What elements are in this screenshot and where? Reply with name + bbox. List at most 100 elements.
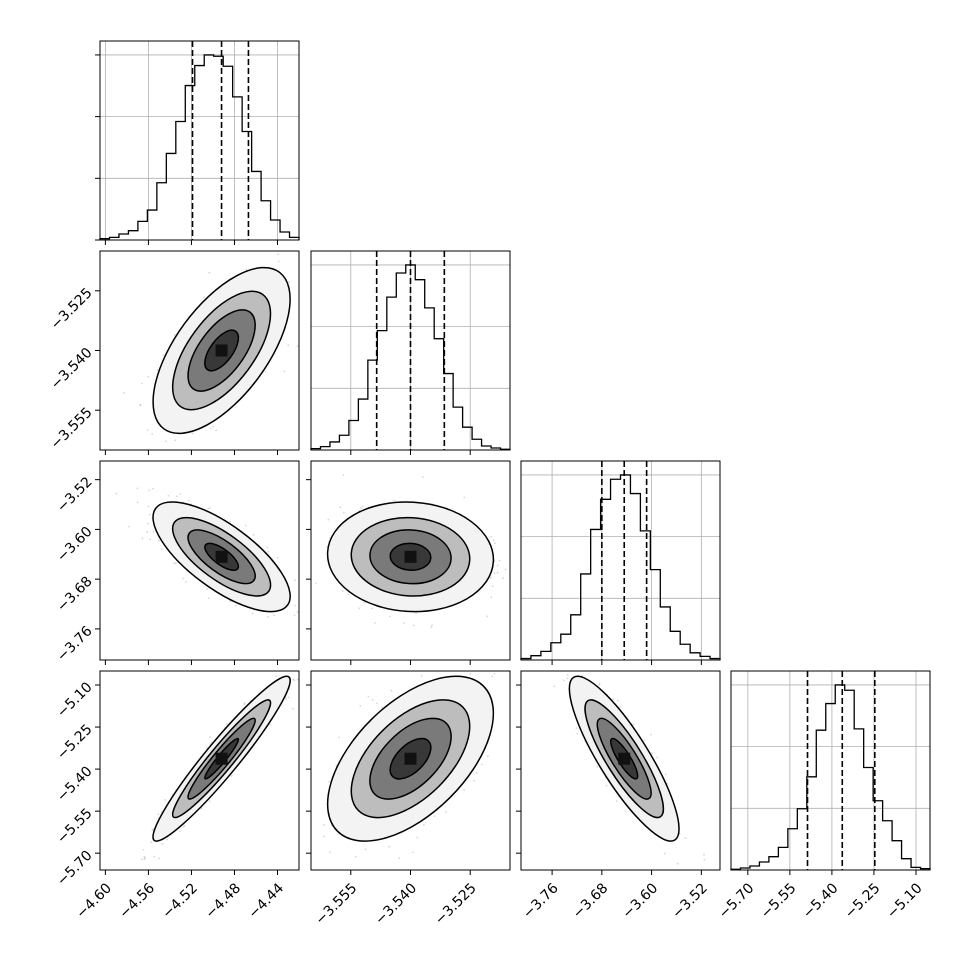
point — [494, 542, 496, 545]
point — [342, 474, 345, 476]
point — [150, 841, 153, 844]
point — [182, 825, 185, 828]
point — [151, 829, 154, 831]
point — [148, 513, 151, 516]
point — [144, 857, 146, 860]
point — [167, 494, 170, 497]
point — [490, 596, 493, 599]
point — [388, 845, 391, 848]
point — [229, 520, 231, 523]
point — [423, 823, 425, 826]
point — [166, 838, 168, 841]
point — [179, 493, 182, 495]
point — [277, 260, 280, 263]
point — [493, 572, 496, 575]
point — [388, 615, 391, 618]
point — [493, 672, 496, 675]
point — [188, 499, 190, 502]
point — [200, 807, 203, 810]
point — [376, 702, 378, 705]
point — [650, 733, 653, 736]
point — [146, 522, 149, 525]
point — [328, 780, 331, 783]
point — [430, 626, 433, 629]
point — [141, 382, 143, 385]
point — [115, 492, 118, 495]
point — [576, 733, 579, 735]
point — [296, 611, 299, 613]
point — [146, 429, 149, 431]
point — [566, 677, 569, 680]
point — [225, 723, 228, 725]
point — [616, 699, 619, 702]
point — [339, 506, 342, 509]
point — [496, 564, 499, 567]
point — [294, 579, 296, 582]
point — [358, 607, 361, 610]
point — [490, 535, 493, 538]
point — [269, 723, 272, 726]
point — [207, 507, 210, 510]
point — [575, 727, 578, 729]
point — [431, 624, 433, 627]
point — [364, 848, 367, 851]
point — [402, 622, 405, 624]
point — [158, 857, 160, 860]
point — [496, 571, 499, 574]
point — [207, 597, 210, 600]
point — [288, 281, 290, 284]
point — [157, 813, 160, 816]
point — [676, 862, 679, 865]
point — [158, 539, 160, 542]
point — [151, 433, 154, 435]
point — [275, 675, 278, 678]
point — [363, 601, 366, 604]
point — [354, 855, 357, 858]
point — [469, 673, 472, 675]
point — [173, 333, 176, 336]
point — [416, 836, 419, 839]
point — [243, 703, 246, 706]
point — [203, 296, 205, 299]
point — [174, 439, 177, 442]
point — [486, 615, 489, 618]
point — [293, 614, 296, 617]
point — [209, 507, 212, 509]
point — [566, 674, 569, 676]
point — [473, 779, 476, 782]
point — [209, 427, 212, 430]
point — [179, 830, 181, 832]
point — [252, 534, 255, 536]
point — [182, 577, 185, 580]
point — [341, 590, 344, 593]
point — [277, 253, 279, 256]
point — [315, 582, 317, 585]
point — [148, 489, 151, 492]
point — [149, 538, 152, 541]
point — [185, 581, 187, 583]
point — [142, 848, 145, 851]
point — [173, 562, 176, 565]
point — [498, 559, 501, 562]
point — [371, 607, 374, 610]
point — [491, 585, 494, 587]
point — [139, 404, 142, 407]
point — [136, 501, 139, 504]
point — [287, 344, 290, 347]
point — [273, 614, 275, 617]
point — [294, 604, 296, 607]
point — [152, 530, 155, 533]
point — [338, 736, 341, 739]
point — [487, 755, 489, 758]
point — [183, 824, 186, 827]
point — [367, 695, 370, 698]
point — [445, 811, 447, 813]
point — [392, 499, 395, 502]
point — [492, 539, 495, 542]
point — [164, 799, 167, 801]
point — [398, 857, 400, 860]
point — [362, 505, 364, 508]
point — [371, 699, 374, 701]
point — [296, 345, 299, 348]
